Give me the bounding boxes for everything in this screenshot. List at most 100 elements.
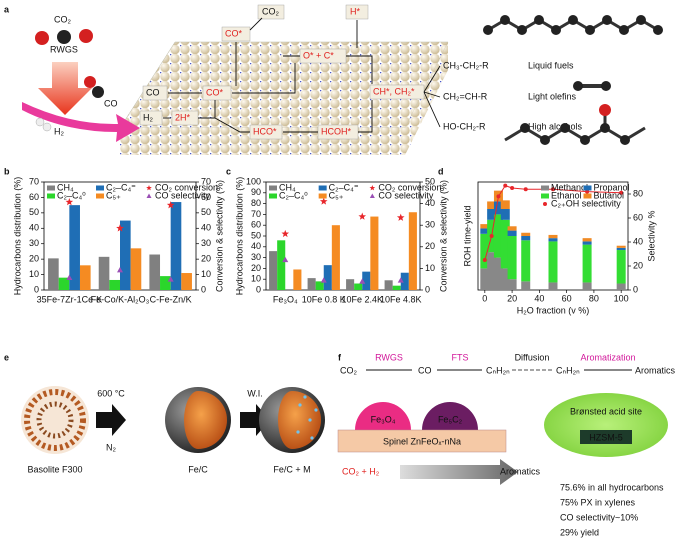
label: H₂ <box>54 126 64 136</box>
label: Basolite F300 <box>27 464 82 474</box>
label: RWGS <box>50 44 78 54</box>
bar-segment <box>507 279 517 290</box>
legend-symbol <box>269 185 277 191</box>
o-atom <box>84 76 96 88</box>
panel-label: c <box>226 166 231 176</box>
box <box>139 110 163 126</box>
y2-tick-label: 20 <box>201 254 211 264</box>
dot <box>310 436 314 440</box>
o-atom <box>35 31 49 45</box>
y-tick-label: 100 <box>246 176 261 186</box>
y2-tick-label: 60 <box>201 192 211 202</box>
promoter-dots <box>296 395 318 440</box>
y-axis-label: Hydrocarbons distribution (%) <box>234 177 244 296</box>
legend-label: C₂–C₄⁰ <box>279 190 308 200</box>
c-atom <box>568 15 578 25</box>
c-atom <box>585 25 595 35</box>
bar <box>130 248 142 290</box>
selectivity-point <box>585 189 590 194</box>
x-tick-label: 100 <box>614 293 629 303</box>
bar <box>370 216 379 290</box>
bar-segment <box>493 257 503 290</box>
dot <box>314 408 318 412</box>
o-atom <box>599 104 611 116</box>
bar <box>98 256 110 290</box>
reaction-arrows <box>163 17 441 133</box>
legend-symbol <box>96 185 104 191</box>
x-tick-label: 10Fe 4.8K <box>380 294 422 304</box>
co-selectivity-point <box>320 277 327 283</box>
bar-segment <box>548 282 558 290</box>
label: HO-CH₂-R <box>443 121 486 131</box>
bar-segment <box>616 250 626 284</box>
label: 600 °C <box>97 388 125 398</box>
co2-conversion-point <box>166 201 175 209</box>
legend-symbol <box>146 193 152 198</box>
label: 75.6% in all hydrocarbons <box>560 482 664 492</box>
legend-symbol <box>318 193 327 199</box>
label: CH*, CH₂* <box>373 86 415 96</box>
arrow <box>232 55 300 94</box>
box <box>221 26 251 42</box>
y2-tick-label: 50 <box>425 176 435 186</box>
rwgs-arrow <box>38 62 92 115</box>
fuel-atoms <box>483 15 663 35</box>
y2-tick-label: 70 <box>201 176 211 186</box>
c-atom <box>653 25 663 35</box>
co2-conversion-point <box>396 213 405 221</box>
c-atom <box>600 123 610 133</box>
y2-tick-label: 40 <box>425 198 435 208</box>
co-selectivity-point <box>117 266 123 273</box>
x-tick-label: 60 <box>562 293 572 303</box>
bar <box>362 271 371 290</box>
bar-segment <box>548 238 558 242</box>
bar <box>170 202 182 290</box>
legend-label: C₅₊ <box>329 190 344 200</box>
label: CₙH₂ₙ <box>556 365 580 375</box>
bar-segment <box>507 236 517 280</box>
c-atom <box>483 25 493 35</box>
y-tick-label: 0 <box>256 284 261 294</box>
label: Fe₃O₄ <box>371 414 396 424</box>
fe-core <box>184 391 227 449</box>
bar <box>354 283 363 290</box>
panel-e: e Basolite F300 600 °C N₂ Fe/C W.I. Fe/C… <box>4 352 325 474</box>
x-tick-label: C-Fe-Zn/K <box>150 294 192 304</box>
c-atom <box>534 15 544 25</box>
y-tick-label: 90 <box>251 187 261 197</box>
arrow <box>283 100 373 133</box>
x-tick-label: 10Fe 2.4K <box>341 294 383 304</box>
label: RWGS <box>375 352 403 362</box>
bar <box>69 205 80 290</box>
bar <box>293 269 302 290</box>
arrow <box>423 65 441 128</box>
c-atom <box>57 30 71 44</box>
label: High alcohols <box>528 121 583 131</box>
h-atom <box>42 122 52 132</box>
y-tick-label: 40 <box>29 223 39 233</box>
bar-segment <box>521 281 531 290</box>
bar <box>307 278 316 290</box>
arrow <box>198 100 250 133</box>
legend-symbol <box>583 185 592 191</box>
label: Fe₅C₂ <box>438 414 463 424</box>
bar-segment <box>493 201 503 215</box>
bar-segment <box>582 244 592 283</box>
legend-label: C₂₊OH selectivity <box>551 198 621 208</box>
charts: b010203040506070010203040506070Hydrocarb… <box>4 166 656 315</box>
bar-segment <box>582 238 592 242</box>
bar-segment <box>521 232 531 236</box>
y2-tick-label: 10 <box>425 263 435 273</box>
panel-label: d <box>438 166 444 176</box>
legend-symbol <box>47 185 55 191</box>
y-tick-label: 60 <box>29 192 39 202</box>
bar <box>109 279 120 290</box>
y-tick-label: 70 <box>251 209 261 219</box>
c-atom <box>520 123 530 133</box>
bar <box>315 281 324 290</box>
bar-segment <box>521 240 531 282</box>
c-atom <box>619 25 629 35</box>
selectivity-point <box>619 190 624 195</box>
legend-symbol <box>543 202 547 206</box>
selectivity-point <box>496 194 501 199</box>
